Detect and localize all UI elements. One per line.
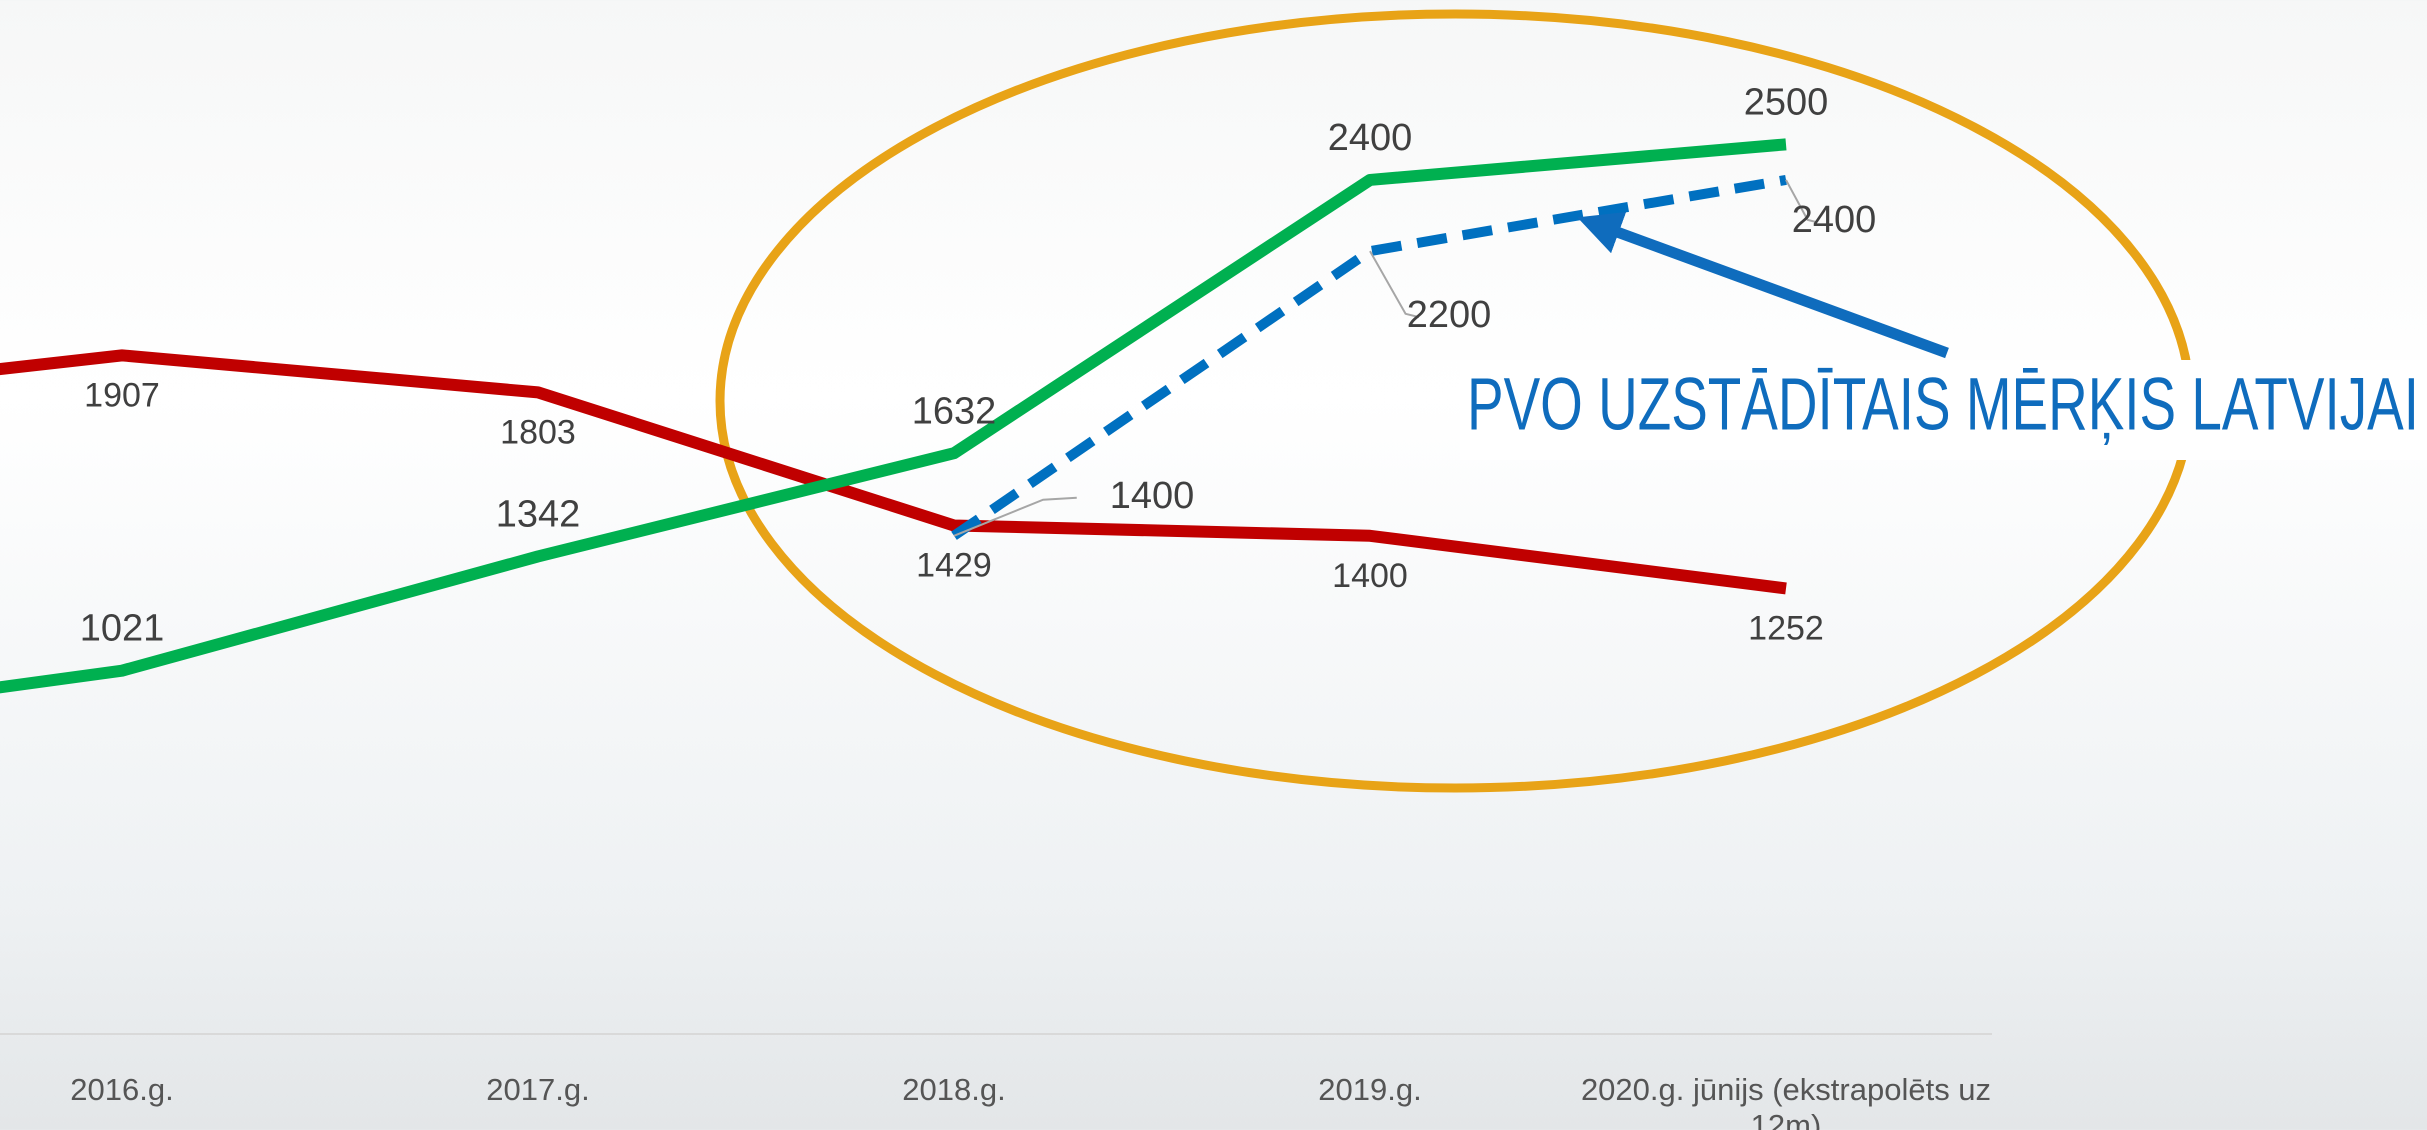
x-tick-label: 2019.g.	[1318, 1072, 1422, 1107]
arrow	[1577, 211, 1949, 359]
x-tick-label: 2016.g.	[70, 1072, 174, 1107]
leader-line	[1785, 179, 1817, 223]
x-tick-label: 2017.g.	[486, 1072, 590, 1107]
data-label: 1632	[912, 390, 997, 432]
data-label: 1907	[84, 376, 160, 414]
data-label: 1400	[1332, 557, 1408, 595]
x-tick-label: 2020.g. jūnijs (ekstrapolēts uz 12m)	[1580, 1072, 1992, 1130]
data-label: 2400	[1328, 117, 1413, 159]
data-label: 1252	[1748, 609, 1824, 647]
leader-line	[953, 496, 1077, 537]
data-label: 1400	[1110, 475, 1195, 517]
series-line	[0, 349, 1787, 595]
data-label: 1803	[500, 413, 576, 451]
data-label: 2200	[1407, 294, 1492, 336]
data-label: 1429	[916, 546, 992, 584]
data-label: 1342	[496, 493, 581, 535]
series-line	[951, 175, 1787, 540]
leader-line	[1369, 250, 1420, 319]
annotation: PVO UZSTĀDĪTAIS MĒRĶIS LATVIJAI	[1467, 363, 2419, 446]
data-label: 2400	[1792, 199, 1877, 241]
x-tick-label: 2018.g.	[902, 1072, 1006, 1107]
data-label: 2500	[1744, 81, 1829, 123]
annotation-bg	[1460, 360, 2427, 460]
series-line	[0, 138, 1787, 694]
data-label: 1021	[80, 608, 165, 650]
